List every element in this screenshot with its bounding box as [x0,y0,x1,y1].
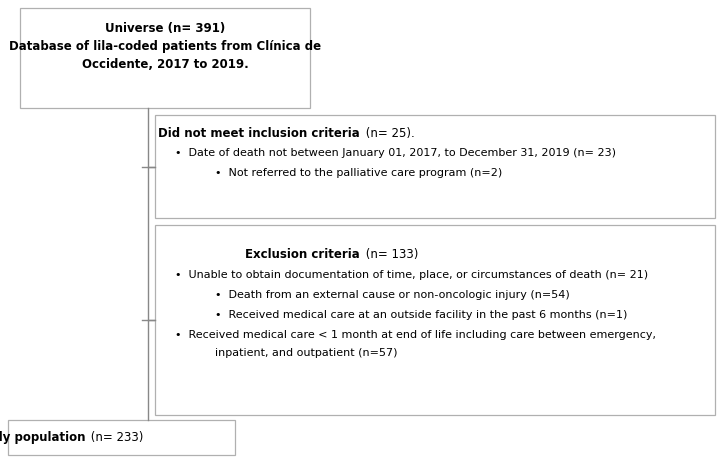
Text: •  Death from an external cause or non-oncologic injury (n=54): • Death from an external cause or non-on… [215,290,570,300]
Text: •  Unable to obtain documentation of time, place, or circumstances of death (n= : • Unable to obtain documentation of time… [175,270,648,280]
Text: Exclusion criteria: Exclusion criteria [245,248,360,261]
Text: (n= 133): (n= 133) [362,248,418,261]
Text: •  Received medical care < 1 month at end of life including care between emergen: • Received medical care < 1 month at end… [175,330,656,340]
Bar [20,8,310,108]
Text: Did not meet inclusion criteria: Did not meet inclusion criteria [158,127,360,140]
Text: (n= 25).: (n= 25). [362,127,415,140]
Bar [8,420,235,455]
Text: inpatient, and outpatient (n=57): inpatient, and outpatient (n=57) [215,348,397,358]
Text: Study population: Study population [0,431,85,444]
Text: (n= 233): (n= 233) [87,431,144,444]
Bar [155,115,715,218]
Text: •  Not referred to the palliative care program (n=2): • Not referred to the palliative care pr… [215,168,502,178]
Bar [155,225,715,415]
Text: Universe (n= 391): Universe (n= 391) [105,22,225,35]
Text: Database of lila-coded patients from Clínica de: Database of lila-coded patients from Clí… [9,40,321,53]
Text: •  Received medical care at an outside facility in the past 6 months (n=1): • Received medical care at an outside fa… [215,310,627,320]
Text: •  Date of death not between January 01, 2017, to December 31, 2019 (n= 23): • Date of death not between January 01, … [175,148,616,158]
Text: Occidente, 2017 to 2019.: Occidente, 2017 to 2019. [82,58,249,71]
